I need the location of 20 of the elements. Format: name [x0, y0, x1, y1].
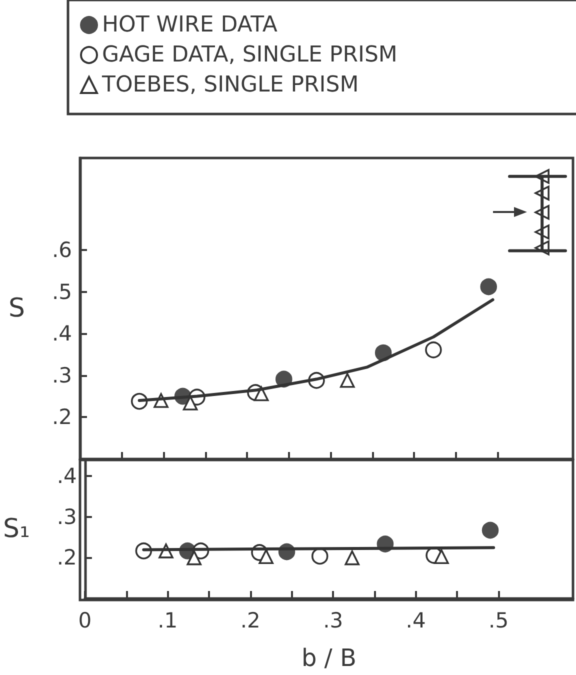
- y-tick-label: .3: [52, 363, 72, 388]
- x-tick-label: .1: [158, 608, 178, 632]
- y-tick-label: .5: [52, 280, 72, 304]
- y-axis-title: S: [8, 294, 25, 324]
- x-tick-label: .2: [240, 608, 260, 632]
- y-tick-label: .4: [56, 464, 77, 488]
- legend-label: HOT WIRE DATA: [102, 12, 278, 38]
- y-tick-label: .6: [52, 238, 72, 262]
- x-tick-label: .3: [323, 608, 344, 632]
- legend-label: GAGE DATA, SINGLE PRISM: [102, 42, 398, 68]
- y-tick-label: .3: [56, 504, 77, 529]
- x-tick-label: .4: [406, 608, 426, 632]
- y-axis-title: S₁: [2, 514, 30, 544]
- legend-label: TOEBES, SINGLE PRISM: [101, 72, 359, 98]
- y-tick-label: .2: [52, 405, 72, 430]
- x-tick-label: 0: [78, 608, 92, 632]
- x-tick-label: .5: [488, 608, 509, 632]
- y-tick-label: .4: [52, 322, 72, 346]
- x-axis-title: b / B: [301, 644, 356, 672]
- y-tick-label: .2: [56, 545, 77, 570]
